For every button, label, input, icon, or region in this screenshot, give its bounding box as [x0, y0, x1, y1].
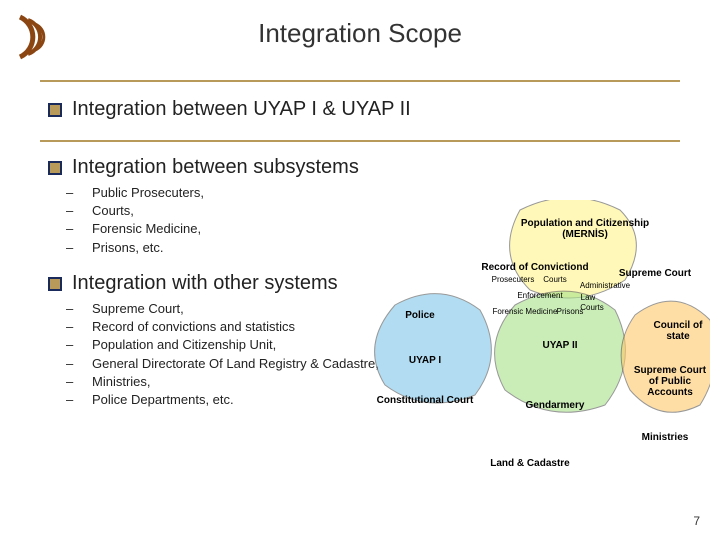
sub-list-item: Forensic Medicine,	[72, 220, 204, 238]
main-bullet: Integration between subsystems	[48, 156, 359, 179]
bullet-icon	[48, 277, 62, 291]
sub-list-item: Record of convictions and statistics	[72, 318, 379, 336]
diagram-label: Courts	[535, 276, 575, 285]
diagram-label: Ministries	[630, 432, 700, 443]
diagram-label: Population and Citizenship (MERNİS)	[510, 218, 660, 240]
diagram-label: Record of Convictiond	[475, 262, 595, 273]
diagram-label: UYAP I	[390, 355, 460, 366]
diagram-label: Prisons	[550, 308, 590, 317]
bullet-icon	[48, 103, 62, 117]
diagram-label: Prosecuters	[488, 276, 538, 285]
sub-list-item: Courts,	[72, 202, 204, 220]
diagram-label: Gendarmery	[510, 400, 600, 411]
sub-list-item: Prisons, etc.	[72, 239, 204, 257]
diagram-label: Council of state	[648, 320, 708, 342]
bullet-text: Integration with other systems	[72, 272, 338, 295]
sub-list-item: Public Prosecuters,	[72, 184, 204, 202]
diagram-label: Supreme Court of Public Accounts	[630, 365, 710, 398]
diagram-label: Enforcement	[505, 292, 575, 301]
sub-list-item: Supreme Court,	[72, 300, 379, 318]
sub-list-item: General Directorate Of Land Registry & C…	[72, 355, 379, 373]
main-bullet: Integration with other systems	[48, 272, 338, 295]
sub-list-item: Police Departments, etc.	[72, 391, 379, 409]
bullet-text: Integration between UYAP I & UYAP II	[72, 98, 411, 121]
diagram-label: Police	[395, 310, 445, 321]
slide-number: 7	[693, 514, 700, 528]
diagram-label: Land & Cadastre	[470, 458, 590, 469]
divider-rule	[40, 80, 680, 82]
divider-rule	[40, 140, 680, 142]
main-bullet: Integration between UYAP I & UYAP II	[48, 98, 411, 121]
sub-list-item: Population and Citizenship Unit,	[72, 336, 379, 354]
diagram-label: Administrative	[570, 282, 640, 291]
sub-list-item: Ministries,	[72, 373, 379, 391]
sub-list-1: Public Prosecuters,Courts,Forensic Medic…	[72, 184, 204, 257]
diagram-label: Constitutional Court	[375, 395, 475, 406]
diagram-label: Law	[568, 294, 608, 303]
diagram-label: Supreme Court	[610, 268, 700, 279]
bullet-text: Integration between subsystems	[72, 156, 359, 179]
slide-title: Integration Scope	[0, 18, 720, 49]
diagram-label: UYAP II	[520, 340, 600, 351]
bullet-icon	[48, 161, 62, 175]
sub-list-2: Supreme Court,Record of convictions and …	[72, 300, 379, 409]
integration-diagram: Population and Citizenship (MERNİS) Recor…	[370, 200, 710, 480]
